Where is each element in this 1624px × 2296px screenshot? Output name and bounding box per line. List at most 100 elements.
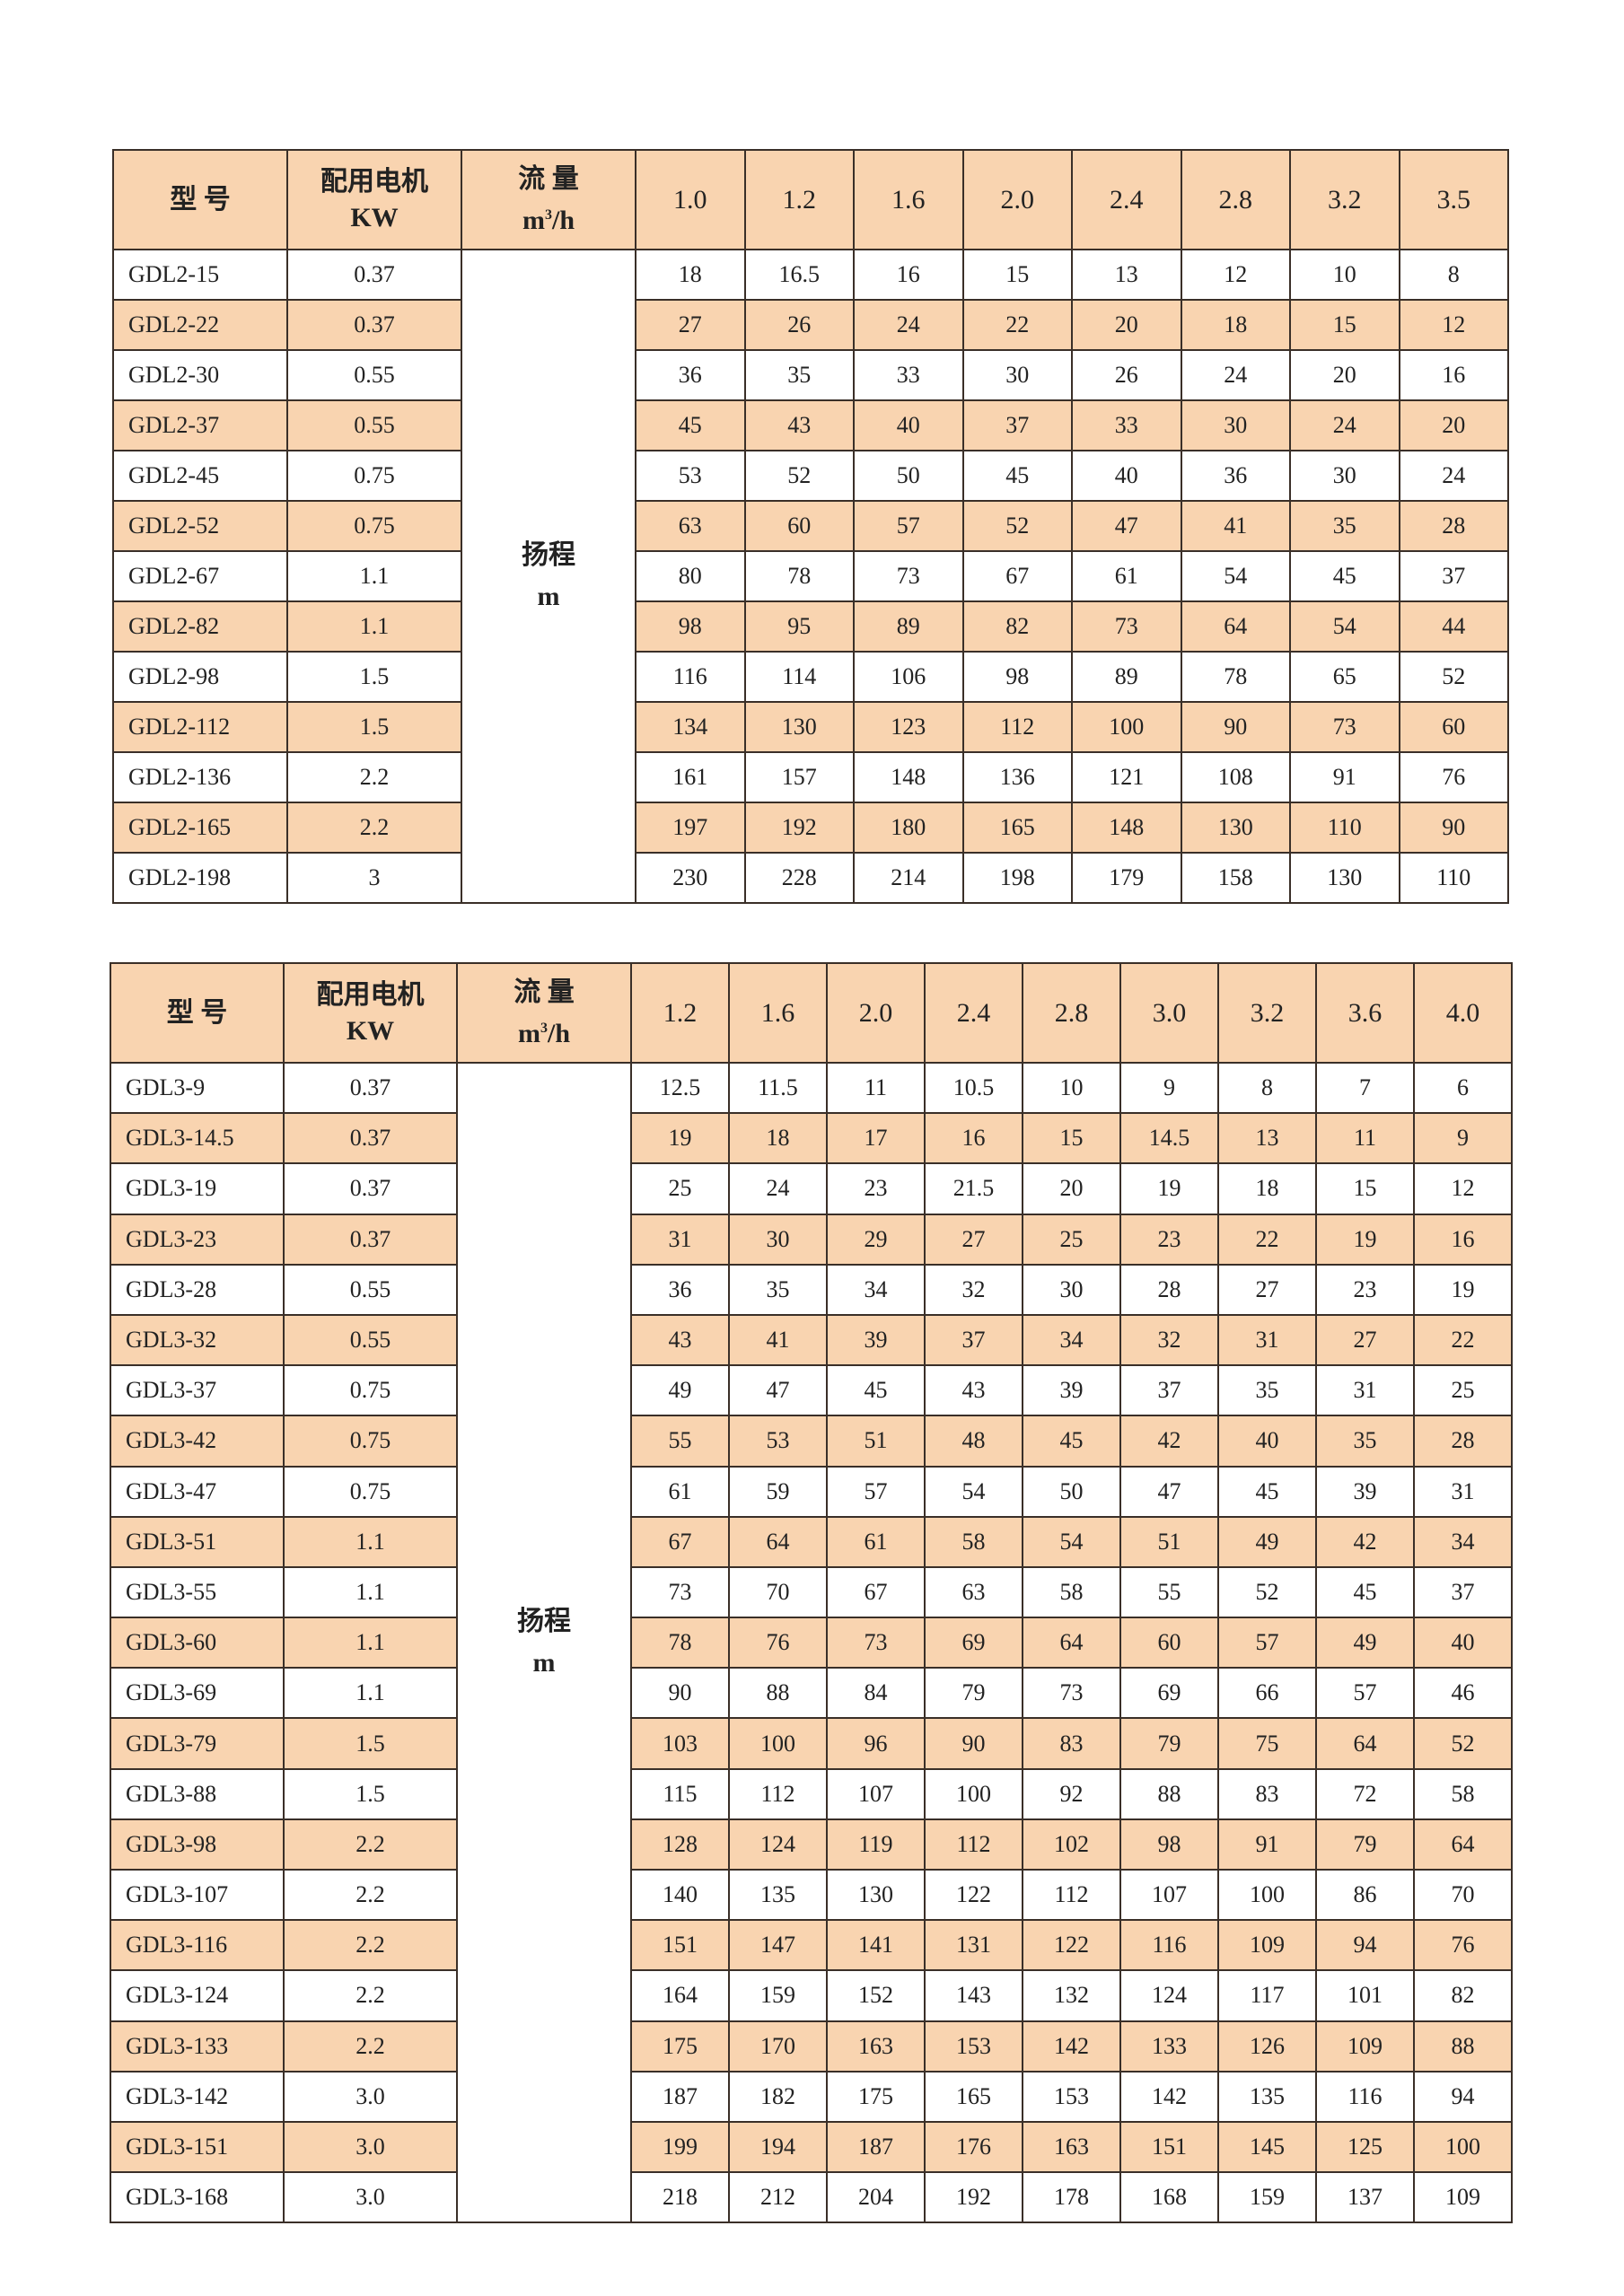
flow-value-header: 3.0 — [1119, 962, 1219, 1064]
head-value-cell: 110 — [1289, 802, 1400, 854]
head-value-cell: 176 — [924, 2120, 1023, 2174]
head-value-cell: 55 — [1119, 1565, 1219, 1619]
head-value-cell: 192 — [924, 2171, 1023, 2224]
head-value-cell: 31 — [630, 1213, 730, 1266]
head-value-cell: 53 — [635, 450, 746, 502]
head-value-cell: 153 — [924, 2020, 1023, 2073]
head-value-cell: 119 — [826, 1818, 926, 1871]
head-value-cell: 11 — [1315, 1112, 1415, 1165]
table-row: GDL3-69 1.1 90 88 84 79 73 69 66 57 46 — [110, 1667, 1513, 1720]
head-value-cell: 15 — [961, 249, 1073, 301]
flow-value-header: 1.6 — [853, 149, 964, 250]
head-value-cell: 36 — [635, 349, 746, 401]
head-value-cell: 152 — [826, 1969, 926, 2022]
head-value-cell: 228 — [743, 852, 855, 904]
head-value-cell: 103 — [630, 1717, 730, 1770]
motor-kw-cell: 3.0 — [283, 2171, 458, 2224]
head-value-cell: 72 — [1315, 1767, 1415, 1820]
head-value-cell: 45 — [1289, 550, 1400, 602]
flow-header-label: 流 量 — [518, 163, 579, 194]
head-value-cell: 82 — [961, 600, 1073, 653]
head-value-cell: 40 — [853, 399, 964, 451]
head-value-cell: 112 — [728, 1767, 828, 1820]
head-value-cell: 23 — [1119, 1213, 1219, 1266]
head-value-cell: 19 — [630, 1112, 730, 1165]
motor-kw-cell: 0.75 — [283, 1415, 458, 1468]
head-value-cell: 86 — [1315, 1868, 1415, 1922]
model-cell: GDL3-107 — [110, 1868, 285, 1922]
head-value-cell: 26 — [1071, 349, 1182, 401]
head-value-cell: 116 — [1119, 1919, 1219, 1972]
head-value-cell: 102 — [1022, 1818, 1121, 1871]
head-value-cell: 53 — [728, 1415, 828, 1468]
head-value-cell: 204 — [826, 2171, 926, 2224]
head-value-cell: 159 — [1217, 2171, 1317, 2224]
table-row: GDL3-55 1.1 73 70 67 63 58 55 52 45 37 — [110, 1565, 1513, 1619]
head-value-cell: 43 — [743, 399, 855, 451]
head-value-cell: 31 — [1217, 1313, 1317, 1367]
head-value-cell: 88 — [1119, 1767, 1219, 1820]
head-value-cell: 76 — [728, 1617, 828, 1669]
motor-kw-cell: 0.55 — [286, 349, 462, 401]
head-value-cell: 49 — [1315, 1617, 1415, 1669]
model-cell: GDL2-15 — [112, 249, 288, 301]
head-value-cell: 34 — [826, 1263, 926, 1316]
head-label-cell: 扬程 m — [456, 1061, 632, 2224]
head-value-cell: 10.5 — [924, 1061, 1023, 1115]
head-value-cell: 90 — [1398, 802, 1509, 854]
head-value-cell: 67 — [826, 1565, 926, 1619]
flow-value-header: 2.0 — [961, 149, 1073, 250]
head-value-cell: 90 — [630, 1667, 730, 1720]
head-value-cell: 89 — [853, 600, 964, 653]
head-value-cell: 100 — [924, 1767, 1023, 1820]
head-value-cell: 18 — [1217, 1162, 1317, 1215]
head-value-cell: 89 — [1071, 651, 1182, 703]
head-value-cell: 15 — [1289, 299, 1400, 351]
head-value-cell: 128 — [630, 1818, 730, 1871]
head-value-cell: 12 — [1180, 249, 1291, 301]
head-value-cell: 75 — [1217, 1717, 1317, 1770]
table-row: GDL2-198 3 230 228 214 198 179 158 130 110 — [112, 852, 1509, 904]
gdl3-performance-table: 型 号 配用电机 KW 流 量 m3/h 1.2 1.6 2.0 2.4 2.8 3.0 3.2… — [110, 962, 1513, 2224]
head-value-cell: 100 — [1413, 2120, 1513, 2174]
head-value-cell: 43 — [924, 1364, 1023, 1417]
head-value-cell: 27 — [1217, 1263, 1317, 1316]
head-value-cell: 23 — [826, 1162, 926, 1215]
model-cell: GDL3-79 — [110, 1717, 285, 1770]
head-value-cell: 37 — [961, 399, 1073, 451]
head-value-cell: 54 — [1180, 550, 1291, 602]
head-value-cell: 180 — [853, 802, 964, 854]
head-value-cell: 10 — [1022, 1061, 1121, 1115]
head-value-cell: 109 — [1315, 2020, 1415, 2073]
head-value-cell: 25 — [1413, 1364, 1513, 1417]
head-value-cell: 165 — [961, 802, 1073, 854]
head-value-cell: 30 — [1289, 450, 1400, 502]
head-value-cell: 11 — [826, 1061, 926, 1115]
head-value-cell: 112 — [1022, 1868, 1121, 1922]
table-row: GDL3-19 0.37 25 24 23 21.5 20 19 18 15 12 — [110, 1162, 1513, 1215]
head-value-cell: 19 — [1119, 1162, 1219, 1215]
model-cell: GDL3-60 — [110, 1617, 285, 1669]
table-row: GDL3-98 2.2 128 124 119 112 102 98 91 79 64 — [110, 1818, 1513, 1871]
model-cell: GDL3-32 — [110, 1313, 285, 1367]
head-value-cell: 69 — [924, 1617, 1023, 1669]
table-row: GDL2-15 0.37 扬程 m 18 16.5 16 15 13 12 10 8 — [112, 249, 1509, 904]
head-value-cell: 24 — [728, 1162, 828, 1215]
head-value-cell: 91 — [1289, 751, 1400, 803]
head-value-cell: 47 — [1119, 1465, 1219, 1518]
head-value-cell: 131 — [924, 1919, 1023, 1972]
flow-header: 流 量 m3/h — [461, 149, 636, 250]
head-value-cell: 28 — [1398, 500, 1509, 552]
head-value-cell: 67 — [630, 1515, 730, 1568]
head-value-cell: 76 — [1398, 751, 1509, 803]
flow-value-header: 2.4 — [1071, 149, 1182, 250]
head-value-cell: 34 — [1022, 1313, 1121, 1367]
head-value-cell: 132 — [1022, 1969, 1121, 2022]
head-unit: m — [532, 1648, 556, 1678]
head-value-cell: 117 — [1217, 1969, 1317, 2022]
head-value-cell: 54 — [1289, 600, 1400, 653]
head-value-cell: 108 — [1180, 751, 1291, 803]
head-value-cell: 78 — [743, 550, 855, 602]
head-value-cell: 45 — [635, 399, 746, 451]
head-value-cell: 12 — [1413, 1162, 1513, 1215]
